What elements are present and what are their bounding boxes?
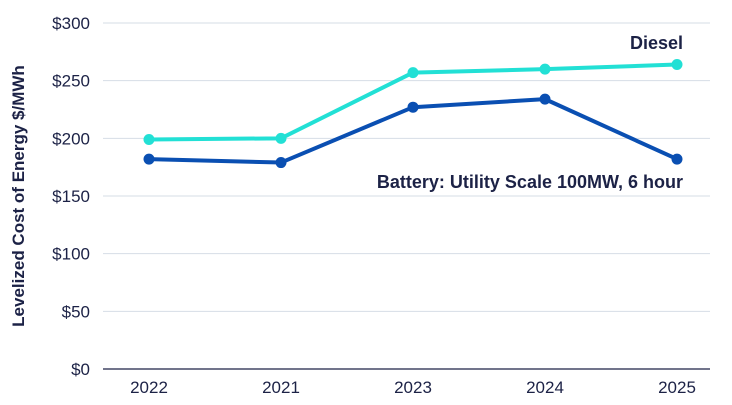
x-tick-label: 2025 — [658, 378, 696, 397]
y-tick-labels: $0 $50 $100 $150 $200 $250 $300 — [52, 14, 90, 379]
data-point — [143, 153, 155, 165]
data-point — [407, 67, 419, 79]
data-point — [143, 133, 155, 145]
data-point — [407, 101, 419, 113]
y-tick-label: $200 — [52, 129, 90, 148]
data-point — [671, 153, 683, 165]
x-tick-label: 2022 — [130, 378, 168, 397]
x-tick-labels: 2022 2021 2023 2024 2025 — [130, 378, 696, 397]
y-tick-label: $250 — [52, 72, 90, 91]
y-tick-label: $100 — [52, 245, 90, 264]
series-1 — [143, 93, 683, 169]
data-point — [275, 132, 287, 144]
data-point — [539, 93, 551, 105]
y-tick-label: $0 — [71, 360, 90, 379]
y-axis-title: Levelized Cost of Energy $/MWh — [9, 65, 28, 327]
series-label-battery: Battery: Utility Scale 100MW, 6 hour — [377, 172, 683, 192]
y-tick-label: $300 — [52, 14, 90, 33]
series-label-diesel: Diesel — [630, 33, 683, 53]
x-tick-label: 2024 — [526, 378, 564, 397]
y-tick-label: $150 — [52, 187, 90, 206]
data-point — [539, 63, 551, 75]
y-tick-label: $50 — [62, 302, 90, 321]
series-0 — [143, 59, 683, 145]
data-point — [275, 157, 287, 169]
x-tick-label: 2021 — [262, 378, 300, 397]
data-point — [671, 59, 683, 71]
x-tick-label: 2023 — [394, 378, 432, 397]
series-lines — [143, 59, 683, 169]
